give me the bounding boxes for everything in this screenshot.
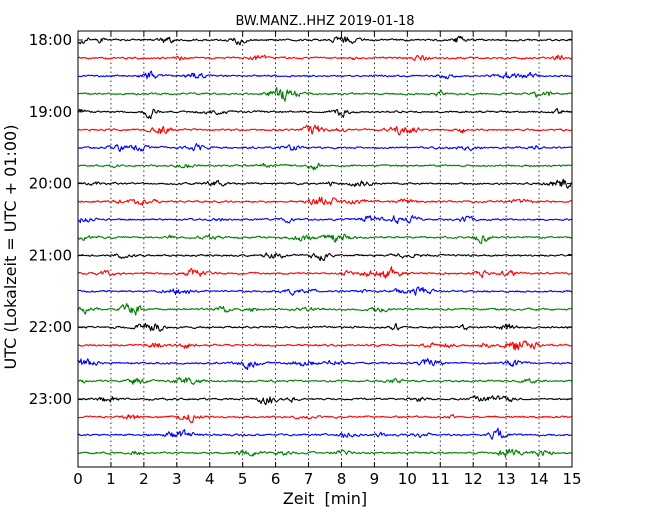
x-tick-label: 13 <box>497 470 516 488</box>
trace-line <box>77 54 572 61</box>
trace-line <box>77 427 572 440</box>
chart-title: BW.MANZ..HHZ 2019-01-18 <box>235 14 414 29</box>
axis-ticks <box>77 31 573 467</box>
x-tick-label: 5 <box>238 470 248 488</box>
y-tick-label: 23:00 <box>29 390 72 408</box>
trace-line <box>77 413 572 424</box>
trace-line <box>77 70 572 80</box>
trace-line <box>77 35 572 46</box>
plot-frame <box>77 30 573 468</box>
x-tick-label: 7 <box>304 470 314 488</box>
trace-line <box>77 266 572 279</box>
x-tick-label: 4 <box>205 470 215 488</box>
x-tick-label: 10 <box>398 470 417 488</box>
trace-line <box>77 358 572 371</box>
trace-line <box>77 340 572 351</box>
trace-line <box>77 86 572 102</box>
x-tick-label: 9 <box>370 470 380 488</box>
y-tick-label: 21:00 <box>29 246 72 264</box>
x-tick-labels: 0 1 2 3 4 5 6 7 8 9 10 11 12 13 14 15 <box>73 470 581 488</box>
y-tick-labels: 18:00 19:00 20:00 21:00 22:00 23:00 <box>29 31 72 408</box>
x-tick-label: 15 <box>562 470 581 488</box>
trace-lines <box>77 35 572 458</box>
trace-line <box>77 107 572 120</box>
trace-line <box>77 395 572 406</box>
trace-line <box>77 376 572 386</box>
trace-line <box>77 233 572 244</box>
y-tick-label: 19:00 <box>29 103 72 121</box>
x-tick-label: 12 <box>464 470 483 488</box>
trace-line <box>77 196 572 206</box>
x-tick-label: 8 <box>337 470 347 488</box>
y-tick-label: 20:00 <box>29 175 72 193</box>
vertical-grid <box>110 31 540 467</box>
x-tick-label: 6 <box>271 470 281 488</box>
trace-line <box>77 162 572 171</box>
trace-line <box>77 302 572 316</box>
trace-line <box>77 215 572 225</box>
x-tick-label: 2 <box>139 470 149 488</box>
x-axis-label: Zeit [min] <box>283 489 367 508</box>
trace-line <box>77 142 572 153</box>
x-tick-label: 14 <box>530 470 549 488</box>
x-tick-label: 0 <box>73 470 83 488</box>
x-tick-label: 11 <box>431 470 450 488</box>
trace-line <box>77 124 572 136</box>
trace-line <box>77 252 572 262</box>
trace-line <box>77 286 572 296</box>
x-tick-label: 3 <box>172 470 182 488</box>
y-tick-label: 22:00 <box>29 318 72 336</box>
y-tick-label: 18:00 <box>29 31 72 49</box>
trace-line <box>77 448 572 458</box>
trace-line <box>77 178 572 189</box>
y-axis-label: UTC (Lokalzeit = UTC + 01:00) <box>1 125 20 370</box>
trace-line <box>77 322 572 332</box>
x-tick-label: 1 <box>106 470 116 488</box>
